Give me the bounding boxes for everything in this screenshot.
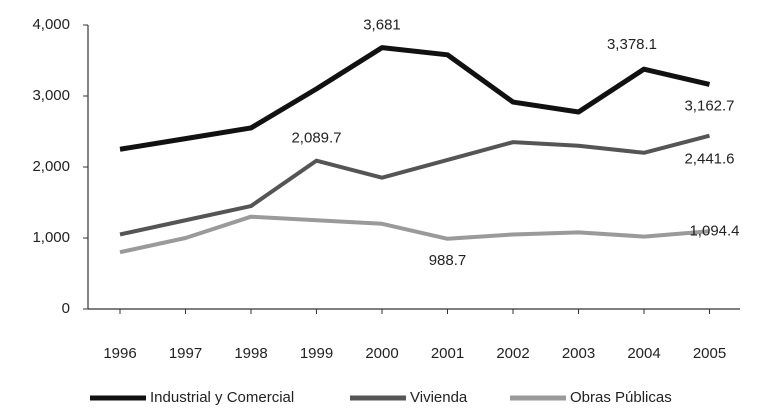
data-label: 2,089.7 — [291, 130, 341, 147]
legend-label: Industrial y Comercial — [150, 389, 294, 406]
series-line — [119, 214, 710, 255]
series-line — [119, 133, 711, 237]
x-tick-label: 2003 — [562, 345, 595, 362]
legend-label: Obras Públicas — [570, 389, 672, 406]
data-label: 2,441.6 — [684, 151, 734, 168]
data-label: 3,378.1 — [607, 36, 657, 53]
x-tick-label: 1997 — [169, 345, 202, 362]
x-tick-label: 1999 — [300, 345, 333, 362]
y-tick-label: 0 — [62, 300, 70, 317]
data-label: 3,681 — [363, 17, 401, 34]
series-line — [119, 45, 711, 152]
x-tick-label: 1996 — [103, 345, 136, 362]
x-tick-label: 2000 — [365, 345, 398, 362]
y-tick-label: 2,000 — [32, 158, 70, 175]
legend-label: Vivienda — [410, 389, 468, 406]
x-tick-label: 2002 — [496, 345, 529, 362]
x-tick-label: 2001 — [431, 345, 464, 362]
y-tick-label: 1,000 — [32, 229, 70, 246]
data-label: 1,094.4 — [689, 222, 739, 239]
x-tick-label: 2005 — [693, 345, 726, 362]
x-tick-label: 1998 — [234, 345, 267, 362]
x-tick-label: 2004 — [627, 345, 660, 362]
data-label: 3,162.7 — [684, 97, 734, 114]
y-tick-label: 4,000 — [32, 16, 70, 33]
y-tick-label: 3,000 — [32, 87, 70, 104]
data-label: 988.7 — [429, 252, 467, 269]
